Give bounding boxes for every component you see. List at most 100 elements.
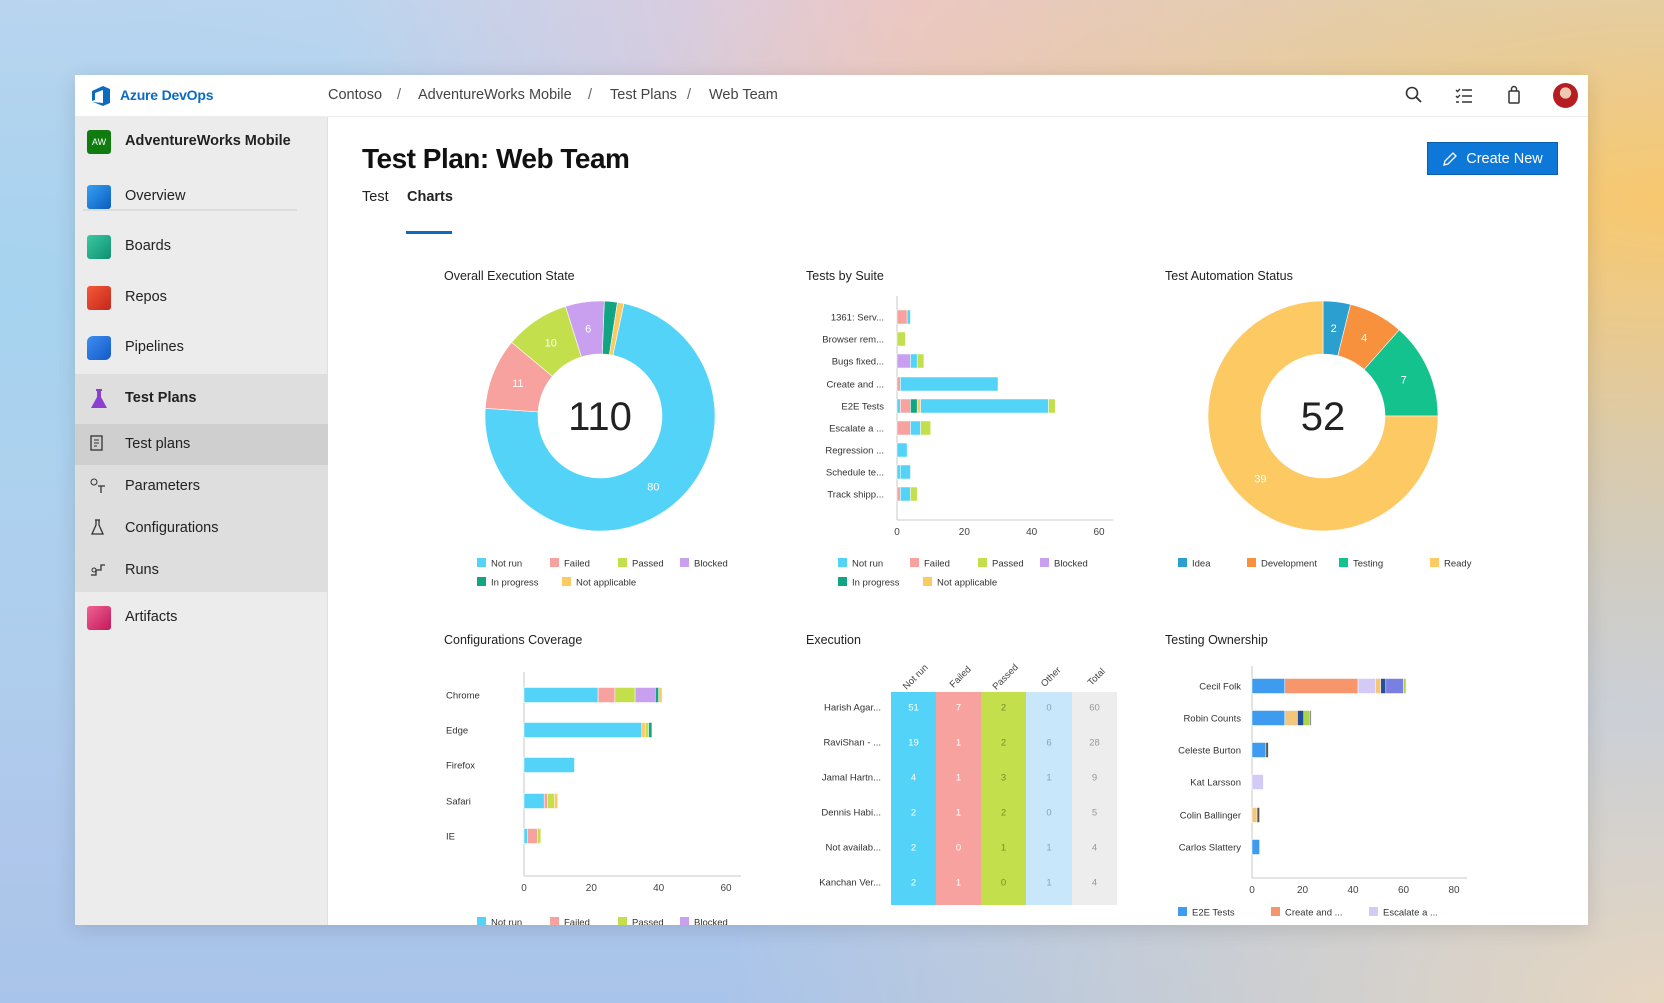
tab-test[interactable]: Test [362,189,389,205]
column-header: Passed [991,662,1021,692]
bar-segment [896,376,901,392]
legend-swatch [618,917,627,925]
bar-segment [597,687,616,703]
app-name[interactable]: Azure DevOps [120,87,214,103]
legend-label: Failed [924,559,950,570]
bar-segment [614,687,636,703]
category-label: Schedule te... [826,468,884,479]
sidebar: AW AdventureWorks Mobile Overview Boards… [75,117,328,925]
table-cell: 0 [956,843,961,854]
sidebar-item-configurations[interactable]: Configurations [125,520,219,536]
breadcrumb-web-team[interactable]: Web Team [709,87,778,103]
legend-swatch [838,558,847,567]
table-cell: 7 [956,703,961,714]
bar-segment [1385,678,1404,694]
bar-segment [1265,742,1269,758]
sidebar-item-parameters[interactable]: Parameters [125,478,200,494]
create-new-button[interactable]: Create New [1427,142,1558,175]
table-cell: 0 [1046,703,1051,714]
sidebar-item-test-plans-sub[interactable]: Test plans [125,436,191,452]
category-label: Chrome [446,691,480,702]
table-cell: 4 [911,773,916,784]
bar-segment [648,722,653,738]
legend-label: Not run [852,559,883,570]
sidebar-item-test-plans[interactable]: Test Plans [125,390,197,406]
x-tick-label: 80 [1448,885,1460,896]
table-cell: 1 [1001,843,1006,854]
bar-segment [1284,678,1359,694]
table-cell: 1 [1046,843,1051,854]
x-tick-label: 0 [894,527,900,538]
sidebar-item-overview[interactable]: Overview [125,188,186,204]
bar-segment [1251,807,1258,823]
column-header: Failed [948,664,974,690]
boards-icon [87,235,111,259]
sidebar-item-artifacts[interactable]: Artifacts [125,609,178,625]
legend-swatch [680,558,689,567]
table-cell: 3 [1001,773,1006,784]
create-new-label: Create New [1466,150,1543,167]
category-label: Track shipp... [827,490,884,501]
legend-label: Blocked [694,559,728,570]
bar-segment [896,309,908,325]
bar-segment [1380,678,1387,694]
azure-devops-logo-icon[interactable] [89,84,113,108]
category-label: Safari [446,797,471,808]
bar-segment [900,486,911,502]
table-cell: 1 [1046,773,1051,784]
row-label: Not availab... [826,843,881,854]
avatar[interactable] [1553,83,1578,108]
bar-segment [523,757,575,773]
table-cell: 4 [1092,878,1097,889]
bar-segment [1048,398,1056,414]
legend-swatch [1178,907,1187,916]
sidebar-item-runs[interactable]: Runs [125,562,159,578]
category-label: E2E Tests [841,402,884,413]
legend-label: In progress [491,578,539,589]
bar-segment [523,722,643,738]
tab-charts[interactable]: Charts [407,189,453,205]
table-cell: 2 [911,878,916,889]
bar-segment [896,442,908,458]
slice-label: 10 [545,337,557,349]
search-icon[interactable] [1404,85,1424,105]
category-label: Cecil Folk [1199,682,1241,693]
legend-label: Not run [491,918,522,926]
bar-segment [1357,678,1376,694]
category-label: Colin Ballinger [1180,811,1241,822]
legend-swatch [550,558,559,567]
sidebar-item-repos[interactable]: Repos [125,289,167,305]
execution-column-failed [936,692,981,905]
bar-segment [523,687,599,703]
category-label: Escalate a ... [829,424,884,435]
legend-swatch [680,917,689,925]
bar-segment [1251,710,1286,726]
table-cell: 1 [956,773,961,784]
breadcrumb-contoso[interactable]: Contoso [328,87,383,103]
parameters-icon [90,478,105,493]
project-badge: AW [87,130,111,154]
task-list-icon[interactable] [1454,86,1474,106]
project-name[interactable]: AdventureWorks Mobile [125,133,291,149]
legend-swatch [923,577,932,586]
bar-segment [896,331,906,347]
bar-segment [1251,742,1267,758]
table-cell: 51 [908,703,919,714]
bar-segment [910,353,918,369]
row-label: Dennis Habi... [821,808,881,819]
slice-label: 80 [647,482,659,494]
legend-swatch [1369,907,1378,916]
breadcrumb-test-plans[interactable]: Test Plans [610,87,677,103]
sidebar-item-boards[interactable]: Boards [125,238,171,254]
chart-title-config: Configurations Coverage [444,633,583,647]
execution-column-other [1026,692,1072,905]
artifacts-icon [87,606,111,630]
app-window: Azure DevOps Contoso / AdventureWorks Mo… [75,75,1588,925]
breadcrumb-project[interactable]: AdventureWorks Mobile [418,87,572,103]
category-label: Celeste Burton [1178,746,1241,757]
legend-label: E2E Tests [1192,908,1235,919]
sidebar-item-pipelines[interactable]: Pipelines [125,339,184,355]
category-label: Create and ... [826,380,884,391]
shopping-bag-icon[interactable] [1504,85,1524,105]
bar-segment [537,828,542,844]
